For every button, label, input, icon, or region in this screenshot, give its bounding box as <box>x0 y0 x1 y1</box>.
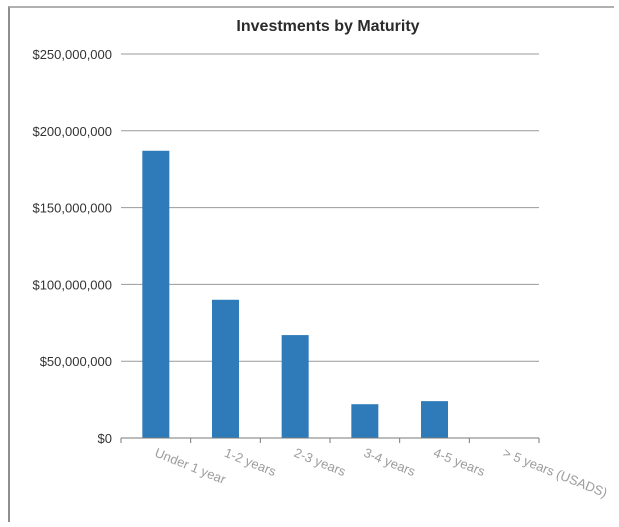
y-tick-label: $0 <box>98 431 112 446</box>
bar <box>281 335 309 438</box>
chart-frame <box>8 6 614 522</box>
x-tick-label: 3-4 years <box>362 445 418 479</box>
y-tick-label: $250,000,000 <box>32 47 112 62</box>
bar <box>212 299 239 438</box>
y-tick-label: $100,000,000 <box>32 277 112 292</box>
y-axis: $0 $50,000,000 $100,000,000 $150,000,000 $20… <box>32 47 112 446</box>
gridlines <box>121 53 539 362</box>
x-tick-label: 2-3 years <box>292 445 348 479</box>
x-tick-label: 4-5 years <box>431 445 487 479</box>
y-tick-label: $50,000,000 <box>40 354 112 369</box>
x-tick-label: Under 1 year <box>153 445 229 487</box>
bar <box>351 404 379 438</box>
x-tick-label: 1-2 years <box>222 445 278 479</box>
y-tick-label: $150,000,000 <box>32 201 112 216</box>
bar <box>142 150 170 438</box>
x-tick-label: > 5 years (USADS) <box>501 445 609 500</box>
bars <box>142 150 448 438</box>
y-tick-label: $200,000,000 <box>32 124 112 139</box>
chart-title: Investments by Maturity <box>236 18 420 35</box>
bar <box>421 401 448 438</box>
